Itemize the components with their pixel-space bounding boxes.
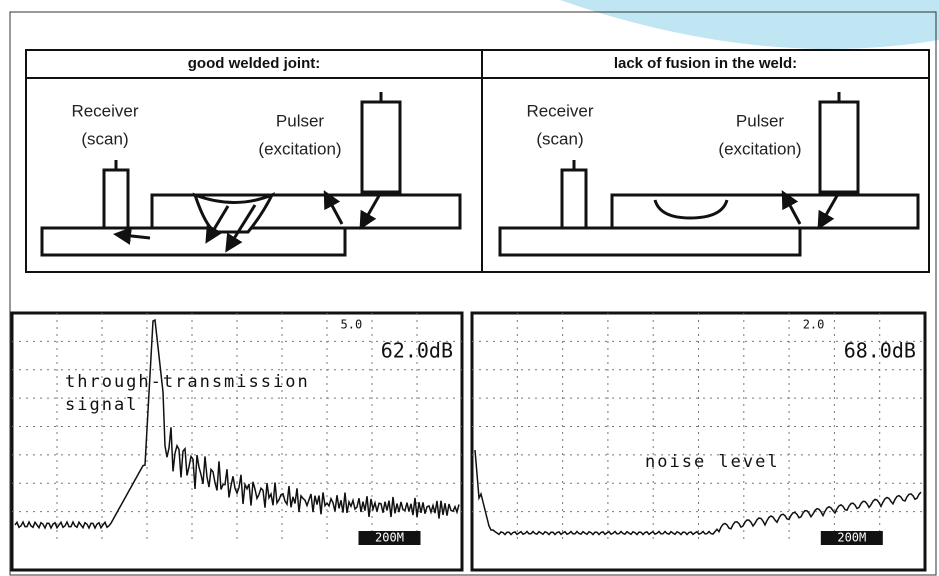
scope-range: 200M (837, 531, 866, 545)
scope-range: 200M (375, 531, 404, 545)
receiver-probe (104, 170, 128, 228)
scope-annotation: through-transmission (65, 372, 310, 392)
pulser-probe (362, 102, 400, 192)
top-plate (612, 195, 918, 228)
scope-annotation: signal (65, 395, 138, 415)
scope-setting: 2.0 (803, 318, 825, 332)
panel-title: good welded joint: (188, 55, 320, 72)
pulser-note: (excitation) (258, 139, 341, 158)
scope-setting: 5.0 (341, 318, 363, 332)
pulser-label: Pulser (736, 111, 785, 130)
scope-gain: 62.0dB (381, 339, 453, 363)
bottom-plate (500, 228, 800, 255)
background-decoration (560, 0, 939, 49)
pulser-note: (excitation) (718, 139, 801, 158)
scope-gain: 68.0dB (844, 339, 916, 363)
figure: good welded joint: Receiver (scan) Pulser (e… (0, 0, 939, 576)
receiver-note: (scan) (81, 129, 128, 148)
scope-annotation: noise level (645, 452, 780, 472)
panel-title: lack of fusion in the weld: (614, 55, 797, 72)
pulser-probe (820, 102, 858, 192)
bottom-plate (42, 228, 345, 255)
receiver-probe (562, 170, 586, 228)
receiver-label: Receiver (526, 101, 593, 120)
receiver-label: Receiver (71, 101, 138, 120)
pulser-label: Pulser (276, 111, 325, 130)
receiver-note: (scan) (536, 129, 583, 148)
